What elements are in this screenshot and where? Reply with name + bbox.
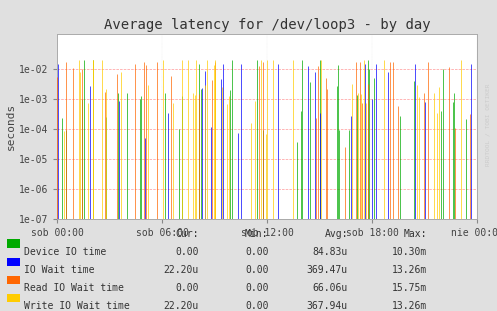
Text: 0.00: 0.00 [175, 283, 199, 293]
Y-axis label: seconds: seconds [6, 103, 16, 150]
Title: Average latency for /dev/loop3 - by day: Average latency for /dev/loop3 - by day [104, 18, 430, 32]
Text: Max:: Max: [404, 229, 427, 239]
Text: 66.06u: 66.06u [313, 283, 348, 293]
Text: 10.30m: 10.30m [392, 247, 427, 257]
Text: RRDTOOL / TOBI OETIKER: RRDTOOL / TOBI OETIKER [486, 83, 491, 166]
Text: Min:: Min: [245, 229, 268, 239]
Text: Cur:: Cur: [175, 229, 199, 239]
Text: 22.20u: 22.20u [164, 301, 199, 311]
Text: Device IO time: Device IO time [24, 247, 106, 257]
Text: 84.83u: 84.83u [313, 247, 348, 257]
Text: Read IO Wait time: Read IO Wait time [24, 283, 124, 293]
Text: Write IO Wait time: Write IO Wait time [24, 301, 130, 311]
Text: IO Wait time: IO Wait time [24, 265, 94, 275]
Text: 22.20u: 22.20u [164, 265, 199, 275]
Text: 0.00: 0.00 [245, 265, 268, 275]
Text: 369.47u: 369.47u [307, 265, 348, 275]
Text: 367.94u: 367.94u [307, 301, 348, 311]
Text: 15.75m: 15.75m [392, 283, 427, 293]
Text: 0.00: 0.00 [245, 301, 268, 311]
Text: 0.00: 0.00 [245, 283, 268, 293]
Text: 0.00: 0.00 [245, 247, 268, 257]
Text: 13.26m: 13.26m [392, 265, 427, 275]
Text: 13.26m: 13.26m [392, 301, 427, 311]
Text: 0.00: 0.00 [175, 247, 199, 257]
Text: Avg:: Avg: [325, 229, 348, 239]
